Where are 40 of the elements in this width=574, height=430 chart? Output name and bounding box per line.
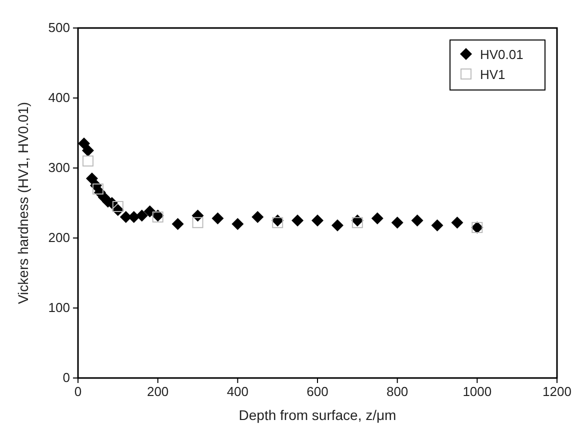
- point: [352, 217, 363, 228]
- point: [411, 214, 424, 226]
- y-tick-label: 500: [48, 20, 70, 35]
- point: [371, 212, 384, 224]
- point: [136, 210, 148, 222]
- x-tick-label: 0: [74, 384, 82, 399]
- point: [192, 217, 204, 228]
- legend-label: HV1: [480, 67, 506, 82]
- point: [431, 219, 444, 232]
- point: [292, 214, 304, 226]
- y-tick-label: 100: [48, 300, 70, 315]
- y-tick-label: 400: [48, 90, 70, 105]
- x-tick-label: 600: [306, 384, 328, 399]
- point: [172, 218, 184, 230]
- point: [331, 219, 344, 232]
- y-tick-label: 0: [62, 370, 70, 385]
- x-tick-label: 400: [226, 384, 249, 399]
- point: [252, 211, 264, 223]
- point: [78, 138, 90, 150]
- y-axis-title: Vickers hardness (HV1, HV0.01): [15, 102, 31, 304]
- x-tick-label: 1000: [462, 384, 492, 399]
- point: [112, 201, 124, 212]
- point: [86, 172, 98, 184]
- point: [272, 217, 284, 228]
- y-tick-label: 200: [48, 230, 70, 245]
- x-tick-label: 800: [386, 384, 408, 399]
- point: [212, 212, 224, 224]
- point: [391, 216, 404, 229]
- point: [144, 205, 156, 218]
- y-tick-label: 300: [48, 160, 70, 175]
- point: [312, 214, 324, 226]
- point: [92, 184, 104, 194]
- point: [451, 216, 464, 229]
- x-axis-title: Depth from surface, z/μm: [238, 407, 396, 423]
- point: [82, 156, 94, 166]
- x-tick-label: 200: [146, 384, 169, 399]
- x-tick-label: 1200: [542, 384, 572, 399]
- point: [82, 144, 94, 156]
- point: [232, 218, 244, 230]
- legend-label: HV0.01: [480, 47, 524, 62]
